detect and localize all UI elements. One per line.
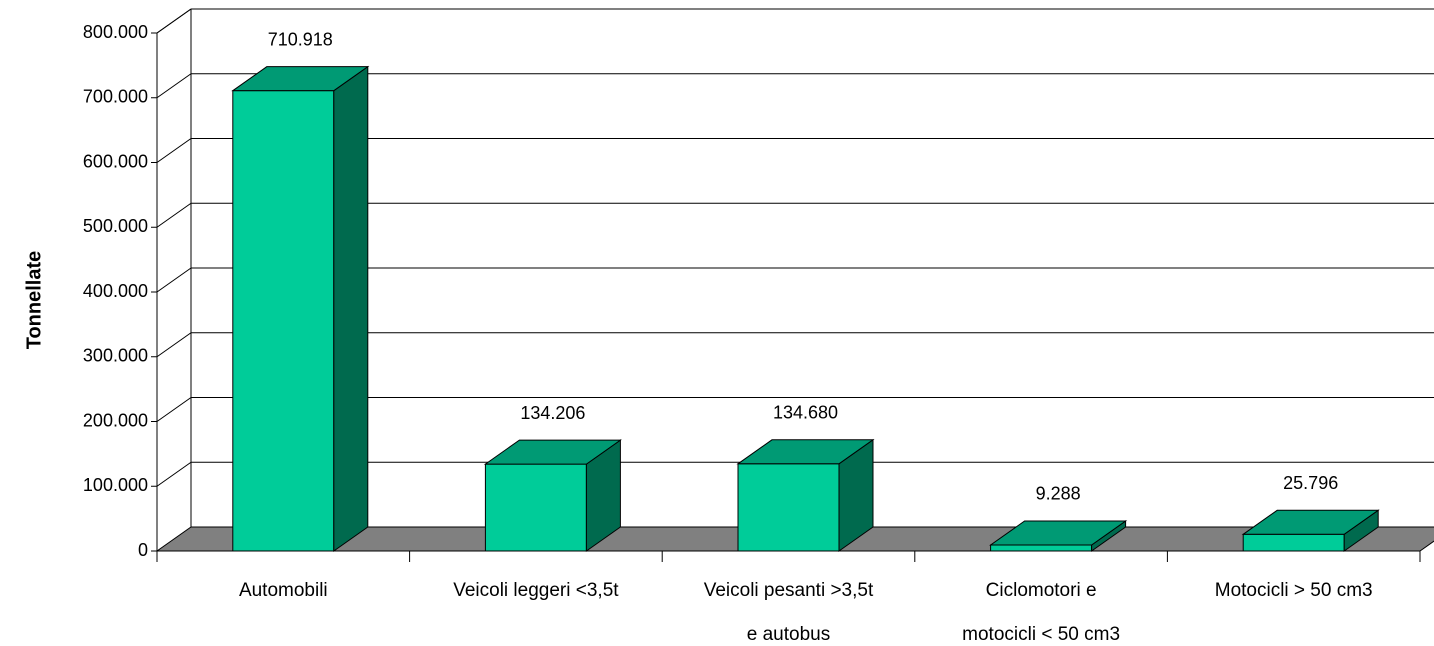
y-tick-label: 600.000	[83, 151, 148, 171]
grid-line	[156, 267, 192, 293]
value-label-bg	[768, 400, 843, 425]
y-tick-label: 700.000	[83, 87, 148, 107]
grid-line	[156, 202, 192, 228]
value-label: 9.288	[1036, 484, 1081, 504]
y-tick-label: 400.000	[83, 281, 148, 301]
value-label-bg	[516, 400, 590, 425]
value-label-bg	[1279, 471, 1343, 496]
bar-side	[333, 65, 369, 552]
x-tick-label: Ciclomotori e	[986, 580, 1097, 601]
value-label-bg	[1031, 481, 1085, 506]
x-tick-label: Veicoli leggeri <3,5t	[453, 580, 619, 601]
y-tick-label: 200.000	[83, 410, 148, 430]
x-tick-label: motocicli < 50 cm3	[962, 624, 1120, 645]
value-label-bg	[263, 27, 337, 52]
value-label: 710.918	[268, 29, 333, 49]
bar-top	[989, 520, 1128, 546]
bar	[484, 463, 587, 552]
grid-line	[156, 332, 192, 358]
value-label: 134.206	[520, 403, 585, 423]
grid-line	[156, 73, 192, 99]
y-axis-label: Tonnellate	[23, 251, 45, 350]
x-tick-label: Motocicli > 50 cm3	[1215, 580, 1373, 601]
bar-top	[231, 66, 370, 92]
y-tick-label: 300.000	[83, 346, 148, 366]
grid-line	[156, 8, 192, 34]
bar	[232, 90, 335, 552]
value-label: 25.796	[1283, 473, 1338, 493]
grid-line	[156, 461, 192, 487]
bar-top	[1241, 509, 1380, 535]
grid-line	[156, 138, 192, 163]
y-tick-label: 800.000	[83, 22, 148, 42]
y-tick-label: 0	[138, 540, 148, 560]
bar	[737, 463, 840, 552]
bar-top	[736, 439, 875, 465]
bar	[990, 544, 1093, 552]
x-tick-label: Veicoli pesanti >3,5t	[704, 580, 874, 601]
bar	[1242, 533, 1345, 552]
bar-top	[483, 439, 622, 465]
x-tick-label: Automobili	[239, 580, 328, 601]
y-tick-label: 500.000	[83, 216, 148, 236]
value-label: 134.680	[773, 403, 838, 423]
y-tick-label: 100.000	[83, 475, 148, 495]
x-tick-label: e autobus	[747, 624, 830, 645]
grid-line	[156, 397, 192, 422]
